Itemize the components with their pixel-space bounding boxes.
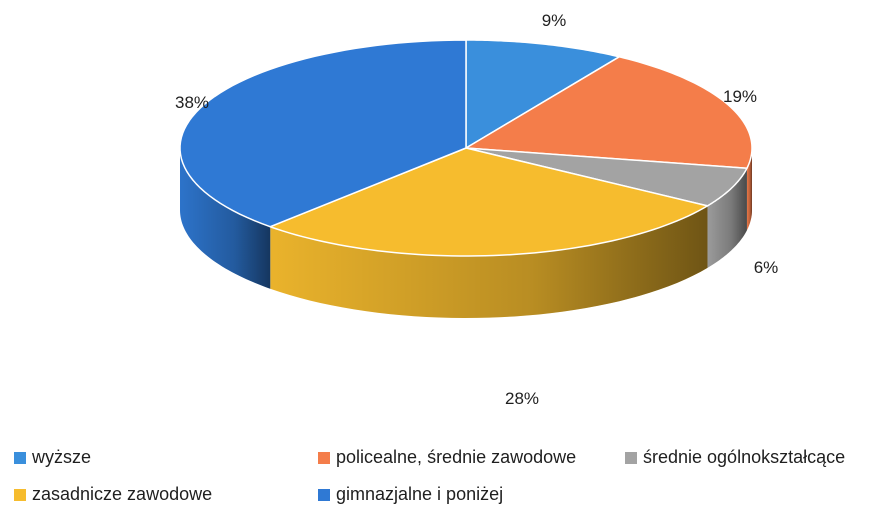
pie-slice-policealne bbox=[465, 56, 753, 169]
legend-swatch-policealne bbox=[318, 451, 330, 464]
pie-slice-srednie-ogolnoksztalcace bbox=[465, 147, 748, 207]
data-label-srednie-ogolnoksztalcace: 6% bbox=[754, 258, 779, 277]
pie-side-shade-policealne bbox=[746, 148, 752, 231]
pie-side-shade-srednie-ogolnoksztalcace bbox=[707, 168, 747, 268]
legend-item-wyzsze: wyższe bbox=[14, 447, 91, 468]
legend-label-srednie-ogolnoksztalcace: średnie ogólnokształcące bbox=[643, 447, 846, 467]
pie-side-shade-zasadnicze bbox=[270, 205, 708, 318]
legend-item-gimnazjalne: gimnazjalne i poniżej bbox=[318, 484, 503, 505]
pie-sides bbox=[180, 148, 752, 318]
pie-tops bbox=[179, 39, 753, 257]
pie-slice-gimnazjalne bbox=[179, 39, 467, 228]
data-label-wyzsze: 9% bbox=[542, 11, 567, 30]
pie-side-shade-gimnazjalne bbox=[180, 148, 271, 289]
pie-chart: 9% 19% 6% 28% 38% bbox=[175, 11, 779, 408]
pie-slice-wyzsze bbox=[465, 39, 620, 149]
legend-label-zasadnicze: zasadnicze zawodowe bbox=[32, 484, 213, 504]
legend-swatch-wyzsze bbox=[14, 451, 26, 464]
legend-label-wyzsze: wyższe bbox=[32, 447, 92, 467]
pie-slice-zasadnicze bbox=[269, 147, 709, 257]
legend-swatch-gimnazjalne bbox=[318, 488, 330, 501]
legend-item-srednie-ogolnoksztalcace: średnie ogólnokształcące bbox=[625, 447, 845, 468]
data-label-policealne: 19% bbox=[723, 87, 757, 106]
data-label-gimnazjalne: 38% bbox=[175, 93, 209, 112]
legend-item-zasadnicze: zasadnicze zawodowe bbox=[14, 484, 212, 505]
legend-swatch-zasadnicze bbox=[14, 488, 26, 501]
legend-label-gimnazjalne: gimnazjalne i poniżej bbox=[336, 484, 504, 504]
data-label-zasadnicze: 28% bbox=[505, 389, 539, 408]
legend-label-policealne: policealne, średnie zawodowe bbox=[336, 447, 577, 467]
legend-swatch-srednie-ogolnoksztalcace bbox=[625, 451, 637, 464]
legend-item-policealne: policealne, średnie zawodowe bbox=[318, 447, 576, 468]
